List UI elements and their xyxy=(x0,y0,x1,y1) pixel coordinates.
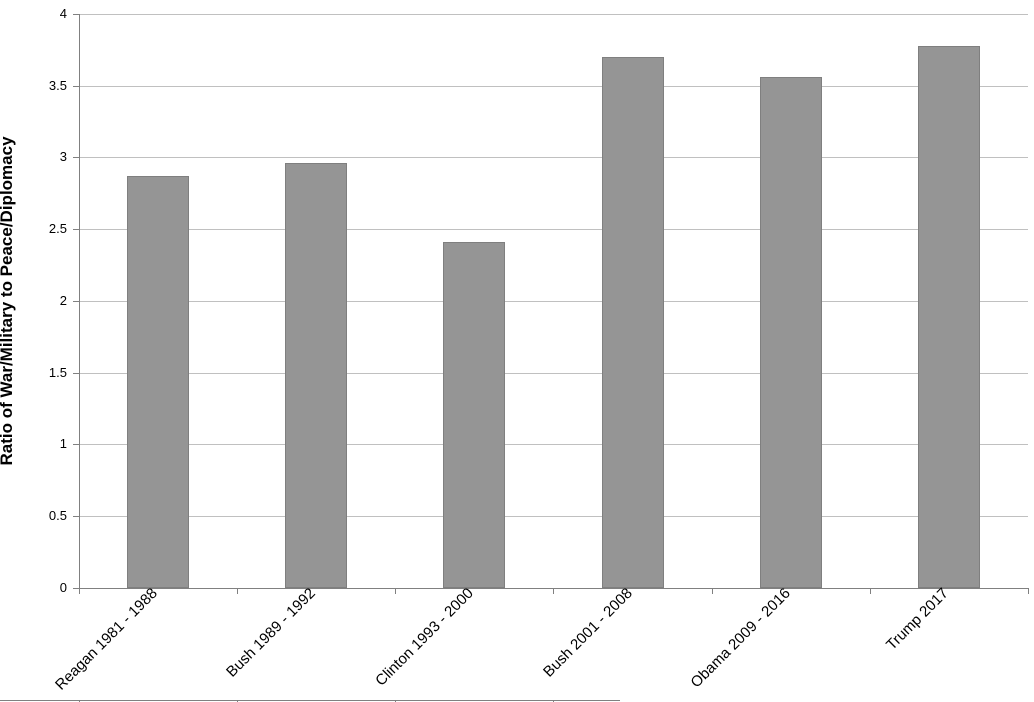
svg-text:Clinton 1993 - 2000: Clinton 1993 - 2000 xyxy=(372,585,477,690)
svg-text:Obama 2009 - 2016: Obama 2009 - 2016 xyxy=(687,585,793,691)
svg-text:Bush 1989 - 1992: Bush 1989 - 1992 xyxy=(223,585,319,681)
svg-text:Trump 2017: Trump 2017 xyxy=(883,585,952,654)
svg-text:Bush 2001 - 2008: Bush 2001 - 2008 xyxy=(540,585,636,681)
svg-text:Ratio of War/Military to Peace: Ratio of War/Military to Peace/Diplomacy xyxy=(0,136,16,466)
svg-text:Reagan 1981 - 1988: Reagan 1981 - 1988 xyxy=(52,585,161,694)
